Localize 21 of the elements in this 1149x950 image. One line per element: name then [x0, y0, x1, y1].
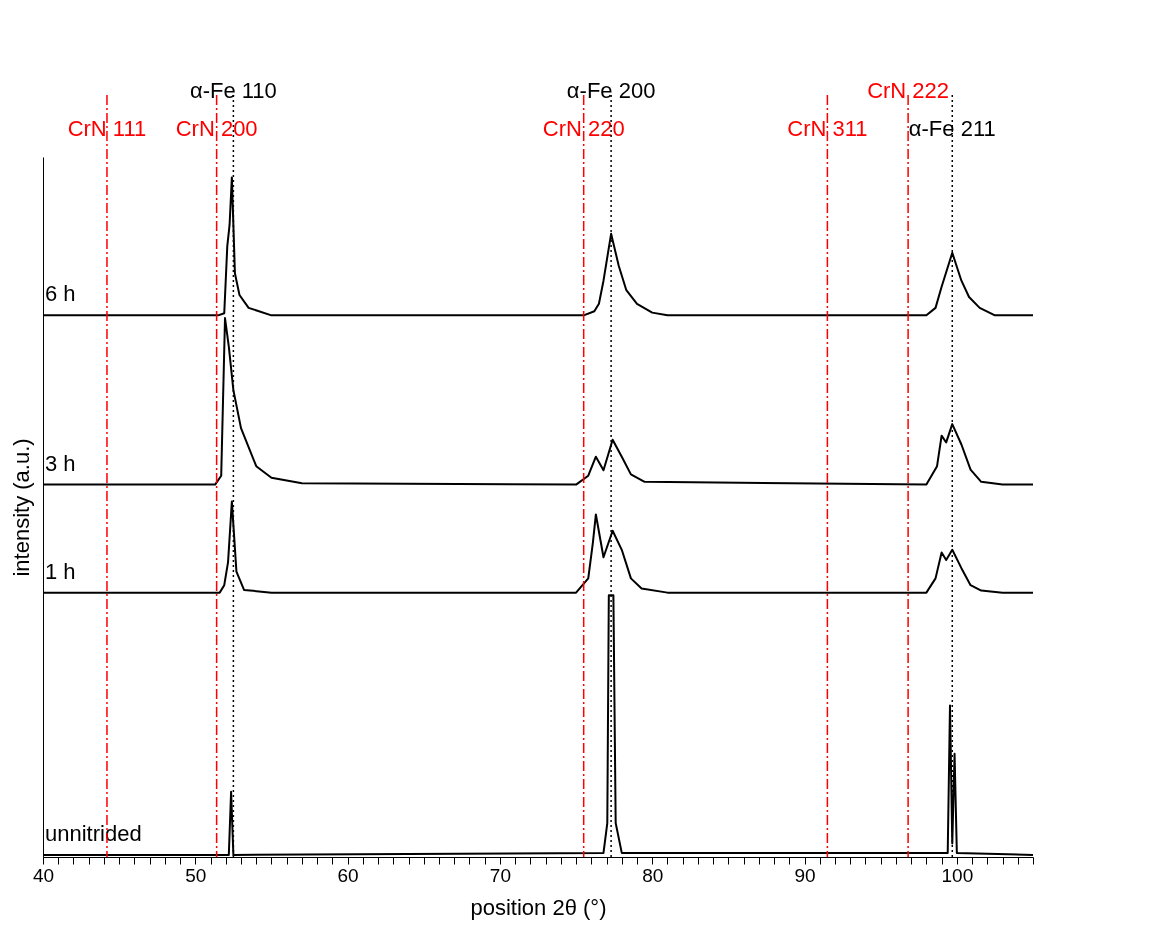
ref-line-label: CrN 220	[542, 116, 625, 141]
x-tick-label: 70	[489, 864, 511, 886]
ref-line-label: α-Fe 211	[908, 116, 996, 141]
x-tick-label: 50	[185, 864, 207, 886]
x-tick-label: 100	[941, 864, 974, 886]
series-label: unnitrided	[45, 820, 142, 846]
ref-line-label: CrN 222	[867, 78, 950, 103]
x-tick-label: 80	[642, 864, 664, 886]
x-tick-label: 40	[32, 864, 55, 886]
ref-line-label: α-Fe 110	[189, 78, 277, 103]
ref-line-label: CrN 111	[67, 116, 147, 141]
x-tick-label: 90	[794, 864, 816, 886]
ref-line-label: CrN 311	[787, 116, 868, 141]
ref-line-label: CrN 200	[175, 116, 258, 141]
y-axis-title: intensity (a.u.)	[8, 438, 34, 577]
series-label: 3 h	[45, 450, 76, 476]
series-label: 6 h	[45, 281, 76, 307]
x-axis-title: position 2θ (°)	[470, 894, 607, 920]
x-tick-label: 60	[337, 864, 359, 886]
series-label: 1 h	[45, 558, 76, 584]
ref-line-label: α-Fe 200	[566, 78, 656, 103]
